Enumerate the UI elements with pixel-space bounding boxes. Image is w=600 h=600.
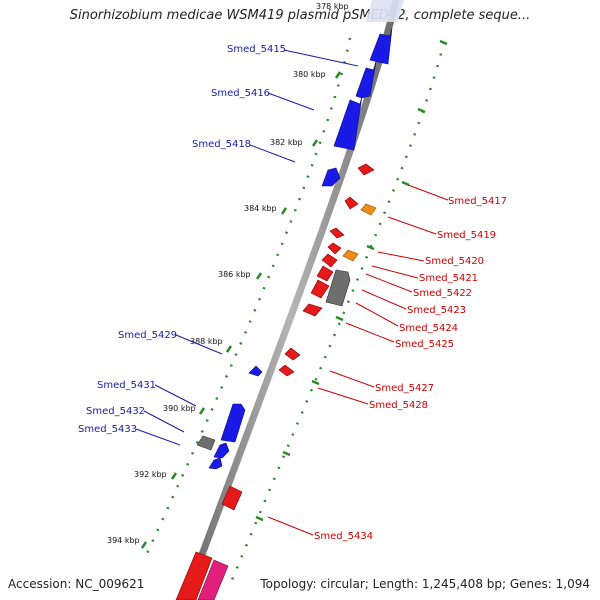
forward-genes [208,27,393,470]
tick-mark [255,272,263,280]
gene-label[interactable]: Smed_5432 [86,406,145,417]
gene-Smed_5423[interactable] [316,265,334,282]
gene-label[interactable]: Smed_5431 [97,380,156,391]
gene-label[interactable]: Smed_5429 [118,330,177,341]
tick-mark [140,541,148,549]
gene-label[interactable]: Smed_5419 [437,230,496,241]
gene-Smed_5419[interactable] [360,203,377,216]
right-labels: Smed_5417 Smed_5419 Smed_5420 Smed_5421 … [314,196,507,542]
tick-label: 392 kbp [134,470,167,479]
gene-label[interactable]: Smed_5420 [425,256,484,267]
tick-mark [311,139,319,147]
tick-label: 378 kbp [316,2,349,11]
gene-gray-b[interactable] [196,435,216,451]
tick-mark [198,407,206,415]
tick-mark-right [401,180,410,187]
tick-label: 382 kbp [270,138,303,147]
gene-gray-a[interactable] [325,269,351,307]
gene-label[interactable]: Smed_5427 [375,383,434,394]
tick-label: 386 kbp [218,270,251,279]
gene-Smed_5417[interactable] [357,163,375,176]
tick-mark-right [311,379,320,386]
gene-red-b[interactable] [344,196,359,210]
gene-Smed_5422[interactable] [321,253,338,268]
tick-label: 380 kbp [293,70,326,79]
gene-Smed_5429[interactable] [248,365,263,377]
gene-Smed_5427[interactable] [284,347,301,361]
topology-summary: Topology: circular; Length: 1,245,408 bp… [260,577,590,591]
tick-mark-right [417,107,426,114]
gene-label[interactable]: Smed_5415 [227,44,286,55]
gray-genes [196,269,351,451]
left-labels: Smed_5415 Smed_5416 Smed_5418 Smed_5429 … [78,44,286,435]
tick-label: 388 kbp [190,337,223,346]
tick-mark-right [255,515,264,522]
gene-Smed_5424[interactable] [310,279,330,299]
gene-Smed_5434[interactable] [221,485,243,511]
accession-text: Accession: NC_009621 [8,577,145,591]
tick-mark-right [282,450,291,457]
gene-blue-a[interactable] [333,95,363,151]
gene-red-c[interactable] [329,227,345,239]
right-dotted-ring [230,41,446,581]
gene-label[interactable]: Smed_5417 [448,196,507,207]
gene-label[interactable]: Smed_5424 [399,323,458,334]
right-label-connectors [267,184,449,536]
gene-Smed_5431[interactable] [220,403,246,443]
gene-label[interactable]: Smed_5428 [369,400,428,411]
gene-Smed_5421[interactable] [327,242,342,255]
gene-label[interactable]: Smed_5416 [211,88,270,99]
tick-marks: 378 kbp 380 kbp 382 kbp 384 kbp 386 kbp … [107,2,448,549]
backbone-top-cap [366,0,404,22]
tick-mark [280,207,288,215]
map-title: Sinorhizobium medicae WSM419 plasmid pSM… [69,8,531,23]
gene-Smed_5418[interactable] [321,167,341,187]
tick-mark [170,472,178,480]
orange-genes [342,203,377,262]
tick-mark-right [439,39,448,46]
left-dotted-ring [142,37,352,561]
tick-label: 394 kbp [107,536,140,545]
gene-label[interactable]: Smed_5425 [395,339,454,350]
left-label-connectors [135,49,359,446]
tick-label: 384 kbp [244,204,277,213]
tick-mark [334,71,342,79]
gene-Smed_5425[interactable] [302,303,323,317]
gene-Smed_5428[interactable] [278,364,295,377]
gene-label[interactable]: Smed_5423 [407,305,466,316]
gene-Smed_5415[interactable] [369,27,393,65]
gene-label[interactable]: Smed_5433 [78,424,137,435]
gene-Smed_5432[interactable] [213,442,230,459]
gene-Smed_5420[interactable] [342,249,359,262]
tick-mark-right [335,315,344,322]
tick-mark-right [366,244,375,251]
gene-label[interactable]: Smed_5434 [314,531,373,542]
tick-label: 390 kbp [163,404,196,413]
gene-label[interactable]: Smed_5418 [192,139,251,150]
gene-red-large[interactable] [175,551,213,600]
reverse-genes [175,163,375,600]
tick-mark [225,345,233,353]
gene-label[interactable]: Smed_5422 [413,288,472,299]
gene-Smed_5433[interactable] [208,457,223,470]
gene-pink[interactable] [197,559,229,600]
gene-label[interactable]: Smed_5421 [419,273,478,284]
